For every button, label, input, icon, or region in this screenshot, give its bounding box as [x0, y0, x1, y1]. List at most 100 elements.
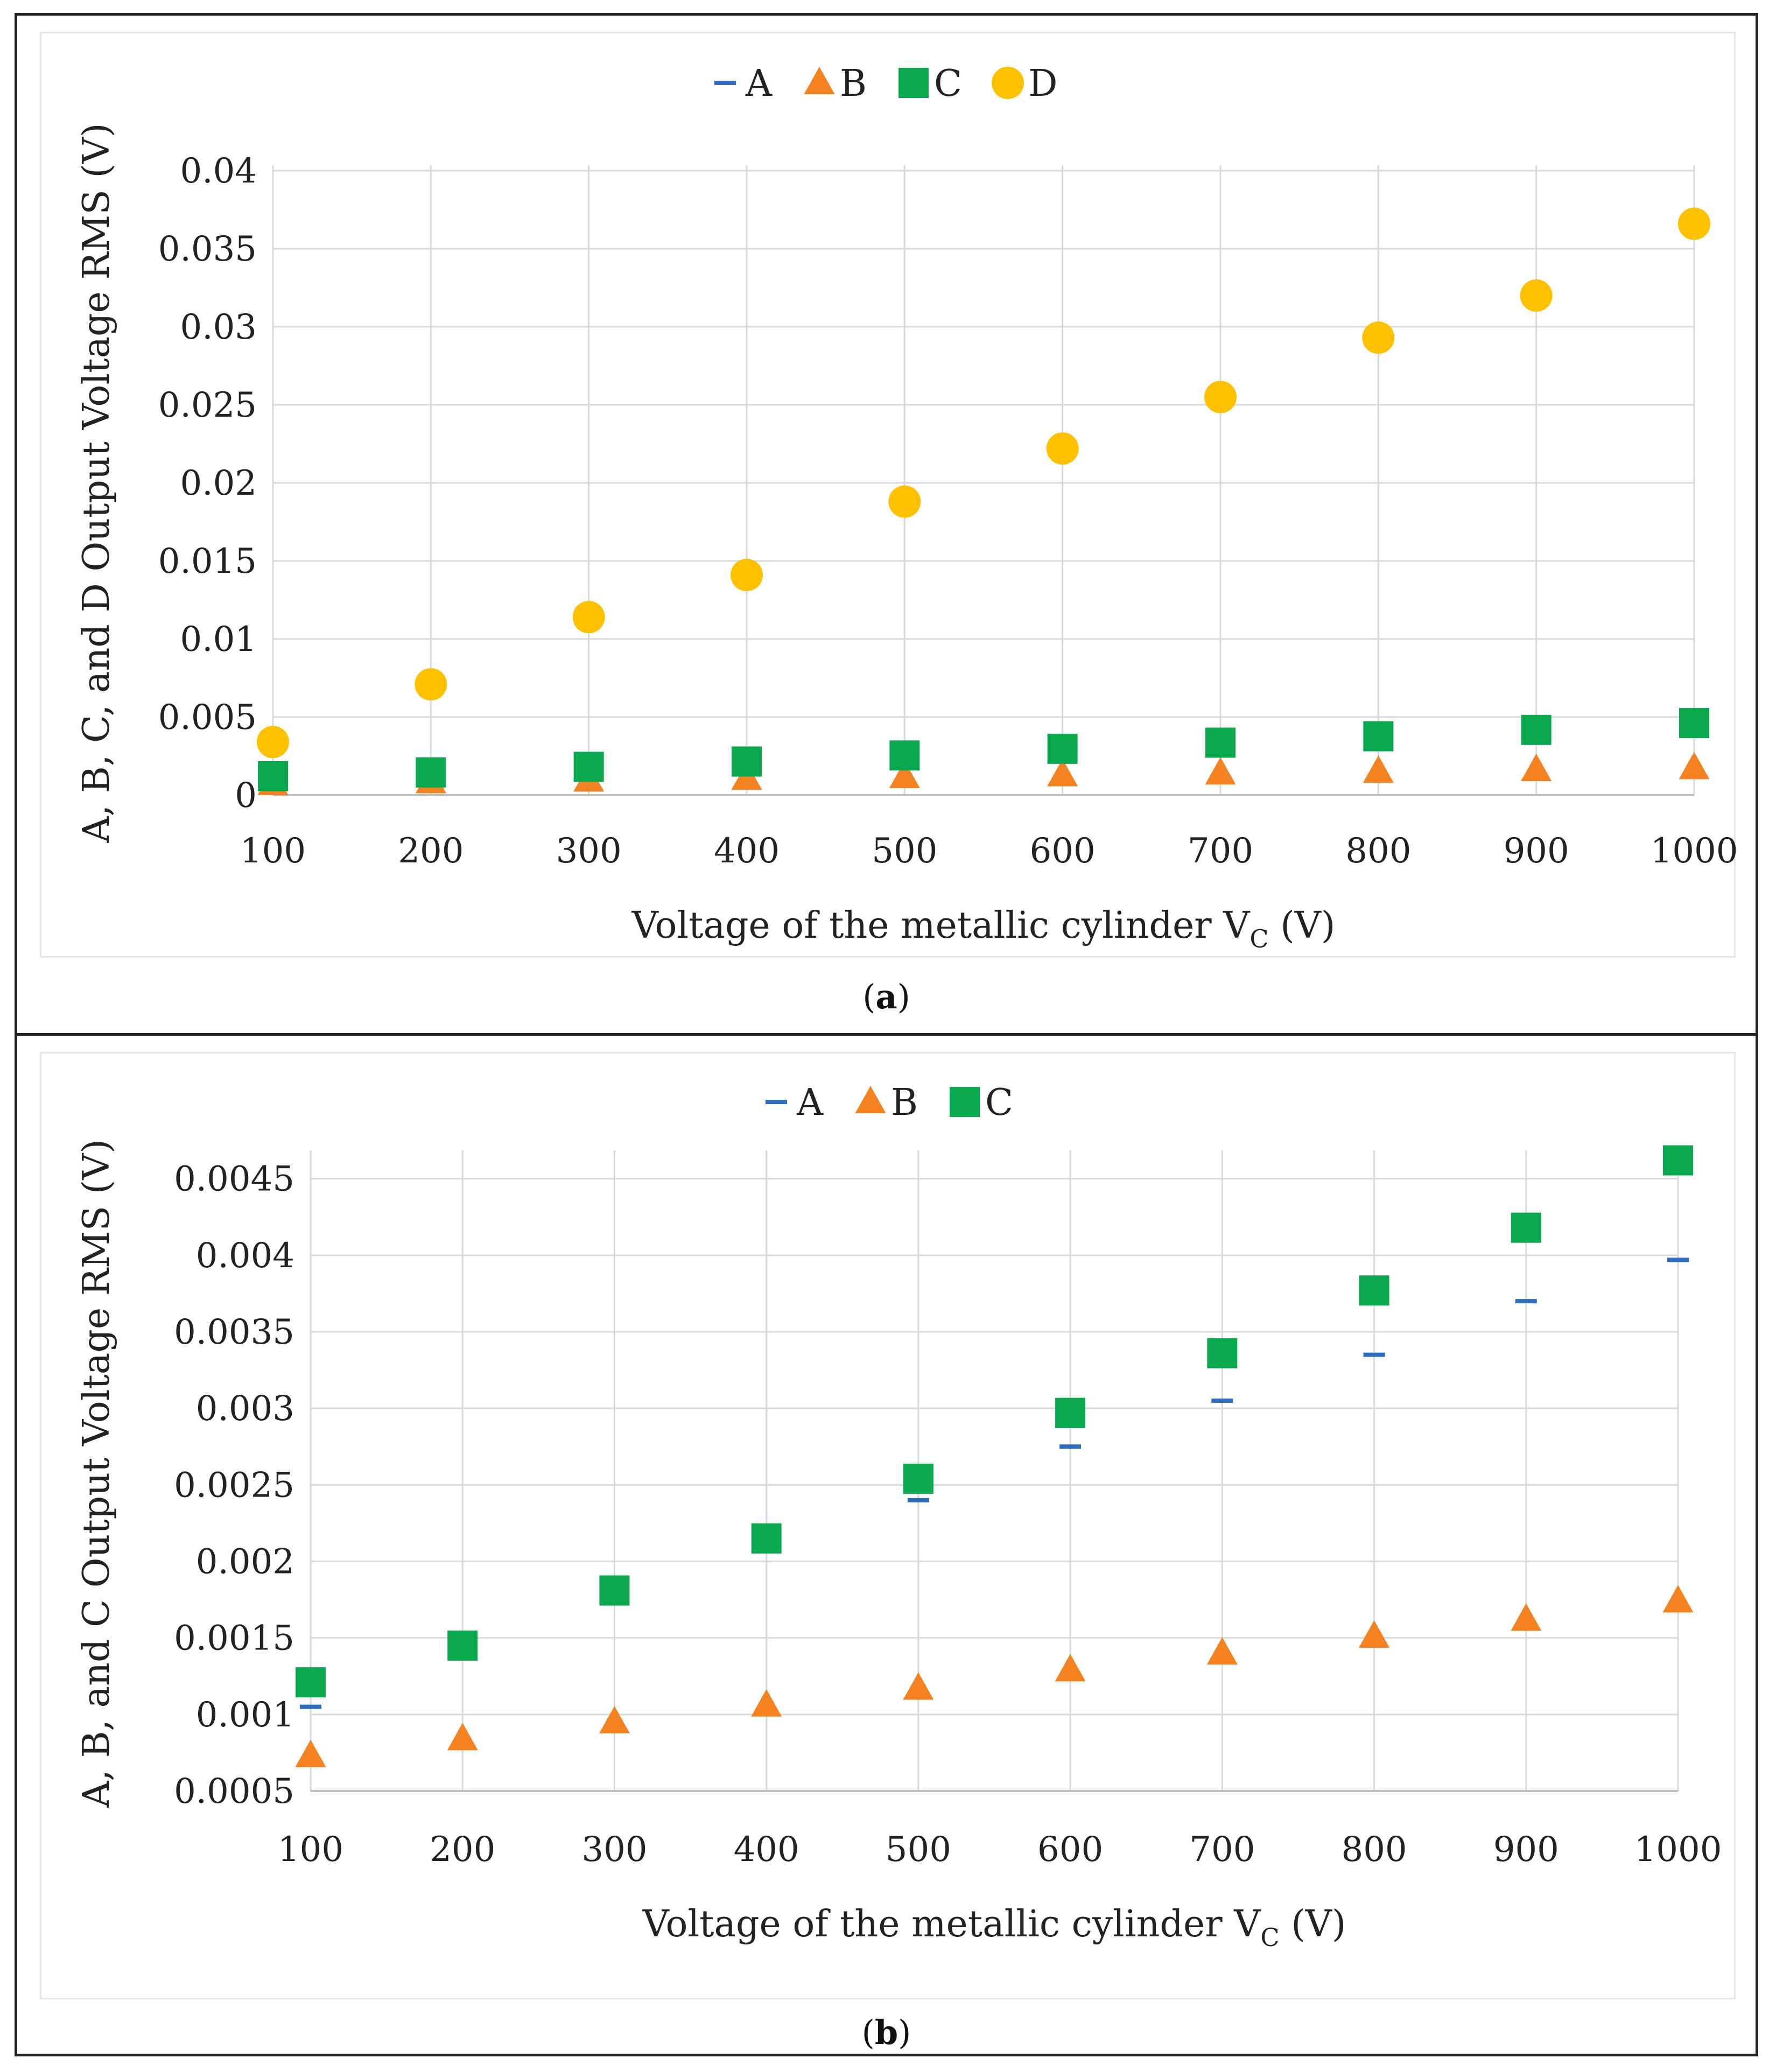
- y-axis-title: A, B, and C Output Voltage RMS (V): [75, 1139, 118, 1808]
- chart-area-b: 0.0005 0.001 0.0015 0.002 0.0025 0.003 0.0035 0…: [40, 1052, 1736, 1999]
- point-B-700: [1205, 757, 1236, 785]
- point-B-700: [1206, 1637, 1238, 1665]
- point-C-400: [732, 746, 762, 777]
- point-C-900: [1511, 1212, 1541, 1243]
- y-tick-label: 0.0005: [174, 1772, 294, 1811]
- point-B-500: [903, 1672, 934, 1700]
- chart-panel-a: 0 0.005 0.01 0.015 0.02 0.025 0.03 0.035 0.04 100…: [15, 13, 1758, 1036]
- point-B-900: [1511, 1603, 1542, 1631]
- point-D-400: [731, 559, 763, 592]
- point-C-500: [889, 740, 920, 771]
- series-C: [296, 1145, 1693, 1698]
- point-B-400: [751, 1689, 782, 1717]
- point-A-900: [1515, 1299, 1537, 1304]
- point-B-800: [1359, 1620, 1390, 1648]
- legend-label-B: B: [891, 1081, 918, 1124]
- x-tick-label: 700: [1189, 1830, 1255, 1870]
- series-A: [300, 1258, 1689, 1709]
- point-D-100: [257, 726, 289, 758]
- point-B-600: [1055, 1654, 1086, 1682]
- x-tick-label: 1000: [1634, 1830, 1722, 1870]
- point-D-700: [1204, 381, 1237, 413]
- point-D-200: [415, 668, 447, 701]
- point-B-500: [889, 761, 920, 789]
- point-D-1000: [1678, 207, 1710, 240]
- point-D-300: [572, 601, 605, 634]
- caption-a: (a): [862, 977, 910, 1016]
- point-D-900: [1520, 279, 1553, 312]
- legend-marker-B: [804, 67, 835, 94]
- x-tick-label: 1000: [1651, 831, 1738, 871]
- x-axis-title: Voltage of the metallic cylinder VC (V): [642, 1903, 1346, 1952]
- point-A-100: [300, 1704, 321, 1709]
- y-tick-label: 0.0045: [174, 1160, 294, 1199]
- legend-label-C: C: [934, 62, 962, 105]
- point-B-600: [1047, 758, 1078, 786]
- point-C-800: [1359, 1275, 1389, 1306]
- point-B-300: [599, 1706, 630, 1734]
- x-axis-title: Voltage of the metallic cylinder VC (V): [631, 904, 1336, 953]
- x-tick-label: 200: [430, 1830, 495, 1870]
- point-D-800: [1362, 321, 1395, 354]
- chart-a: 0 0.005 0.01 0.015 0.02 0.025 0.03 0.035 0.04 100…: [75, 62, 1738, 953]
- chart-panel-b: 0.0005 0.001 0.0015 0.002 0.0025 0.003 0.0035 0…: [15, 1033, 1758, 2056]
- y-tick-label: 0.04: [180, 151, 257, 191]
- legend-marker-D: [992, 67, 1024, 99]
- x-tick-label: 500: [872, 831, 937, 871]
- caption-b: (b): [861, 2013, 911, 2052]
- x-tick-label: 700: [1188, 831, 1253, 871]
- x-tick-label: 800: [1345, 831, 1411, 871]
- x-tick-label: 400: [734, 1830, 799, 1870]
- y-tick-label: 0.02: [180, 463, 257, 503]
- y-tick-label: 0.03: [180, 307, 257, 347]
- point-C-700: [1207, 1338, 1238, 1368]
- x-tick-label: 300: [556, 831, 622, 871]
- legend-marker-A: [766, 1100, 787, 1104]
- x-tick-label: 400: [714, 831, 780, 871]
- point-A-700: [1211, 1398, 1233, 1403]
- point-B-200: [447, 1723, 478, 1751]
- point-C-700: [1205, 727, 1236, 758]
- y-tick-label: 0.025: [158, 385, 257, 425]
- point-B-1000: [1662, 1585, 1694, 1613]
- point-B-100: [295, 1739, 326, 1767]
- y-tick-label: 0.001: [196, 1695, 294, 1735]
- series-D: [257, 207, 1710, 758]
- legend-label-B: B: [840, 62, 867, 105]
- point-C-500: [903, 1463, 933, 1494]
- x-tick-label: 800: [1341, 1830, 1407, 1870]
- y-tick-label: 0.005: [158, 698, 257, 738]
- series-B: [295, 1585, 1694, 1767]
- legend-label-A: A: [745, 62, 773, 105]
- x-tick-label: 900: [1504, 831, 1569, 871]
- legend-marker-C: [898, 68, 929, 98]
- y-tick-label: 0: [235, 776, 257, 816]
- x-tick-label: 300: [581, 1830, 647, 1870]
- legend-b: A B C: [766, 1081, 1013, 1124]
- x-tick-label: 900: [1493, 1830, 1559, 1870]
- point-D-600: [1046, 432, 1079, 465]
- point-C-200: [447, 1630, 478, 1661]
- y-tick-label: 0.0025: [174, 1465, 294, 1505]
- legend-label-A: A: [796, 1081, 824, 1124]
- point-C-600: [1047, 733, 1078, 764]
- point-C-100: [296, 1667, 326, 1698]
- point-C-400: [751, 1523, 782, 1554]
- legend-label-D: D: [1028, 62, 1058, 105]
- legend-marker-A: [714, 81, 736, 85]
- y-axis-title: A, B, C, and D Output Voltage RMS (V): [75, 123, 118, 843]
- y-tick-label: 0.003: [196, 1389, 294, 1429]
- point-A-800: [1363, 1352, 1385, 1357]
- point-A-500: [907, 1498, 929, 1502]
- x-tick-label: 100: [240, 831, 306, 871]
- y-tick-label: 0.01: [180, 620, 257, 659]
- chart-b: 0.0005 0.001 0.0015 0.002 0.0025 0.003 0.0035 0…: [75, 1081, 1722, 1952]
- x-tick-label: 500: [886, 1830, 951, 1870]
- x-tick-label: 100: [278, 1830, 343, 1870]
- chart-area-a: 0 0.005 0.01 0.015 0.02 0.025 0.03 0.035 0.04 100…: [40, 32, 1738, 958]
- y-tick-label: 0.0035: [174, 1312, 294, 1352]
- y-tick-label: 0.0015: [174, 1619, 294, 1659]
- point-A-600: [1059, 1444, 1082, 1449]
- point-C-800: [1363, 721, 1394, 751]
- point-C-600: [1055, 1397, 1086, 1428]
